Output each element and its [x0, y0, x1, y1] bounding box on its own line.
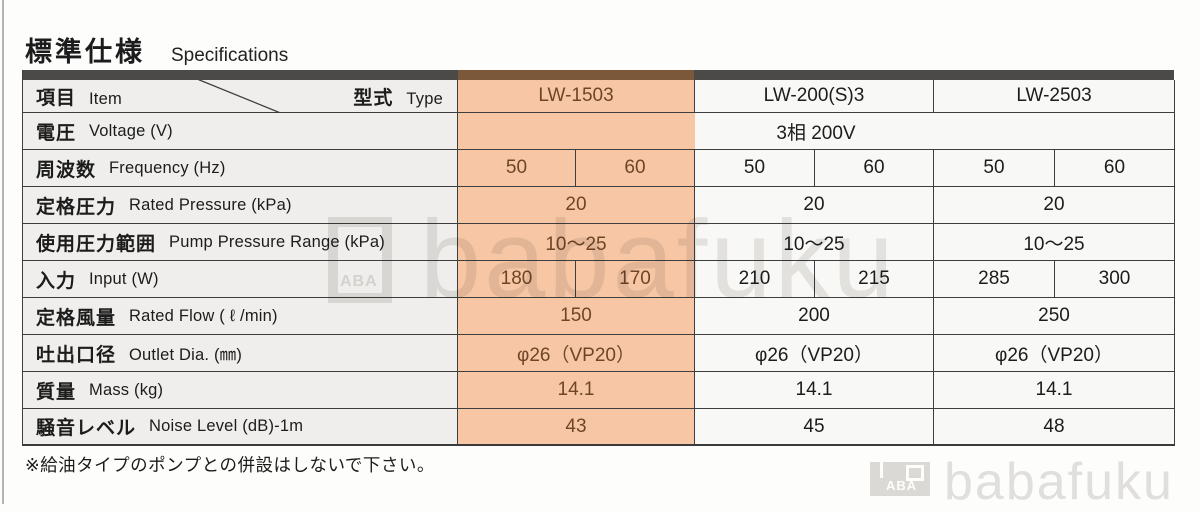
- page-title-en: Specifications: [171, 45, 289, 66]
- row-label-jp: 定格風量: [36, 307, 117, 329]
- value-cell: 215: [815, 261, 934, 298]
- top-bar-segment: [694, 70, 1174, 80]
- row-label-jp: 質量: [36, 381, 77, 403]
- row-label-en: Noise Level (dB)-1m: [149, 417, 304, 435]
- watermark-text: babafuku: [944, 453, 1174, 511]
- value-cell: 60: [1055, 150, 1175, 187]
- table-top-bar: [23, 70, 1174, 80]
- value-cell: 45: [695, 409, 934, 446]
- value-cell: φ26（VP20）: [695, 335, 934, 372]
- spec-table-body: 項目 Item 型式 Type LW-1503 LW-200(S)3 LW-25…: [23, 80, 1175, 446]
- row-label-en: Frequency (Hz): [109, 158, 226, 177]
- corner-item-label: 項目 Item: [36, 83, 122, 110]
- row-label-en: Mass (kg): [89, 380, 164, 399]
- value-cell: 50: [695, 150, 815, 187]
- value-cell: 250: [934, 298, 1175, 335]
- value-cell: 43: [458, 409, 695, 446]
- value-cell: 20: [934, 187, 1175, 224]
- row-label-en: Rated Flow ( ℓ /min): [129, 306, 278, 325]
- row-label-rated-pressure: 定格圧力 Rated Pressure (kPa): [23, 187, 458, 224]
- value-cell: φ26（VP20）: [458, 335, 695, 372]
- top-bar-segment: [23, 70, 458, 80]
- model-header-lw-200s3: LW-200(S)3: [695, 80, 934, 113]
- top-bar-segment-highlight: [457, 70, 695, 80]
- value-cell: 10〜25: [934, 224, 1175, 261]
- logo-text: ABA: [886, 478, 918, 493]
- value-cell: 10〜25: [458, 224, 695, 261]
- corner-item-en: Item: [89, 89, 122, 108]
- value-cell-voltage: 3相 200V: [458, 113, 1175, 150]
- scan-page-edge: [2, 0, 4, 504]
- model-header-lw-2503: LW-2503: [934, 80, 1175, 113]
- value-cell: 14.1: [458, 372, 695, 409]
- row-label-jp: 吐出口径: [36, 344, 117, 366]
- value-cell: 20: [695, 187, 934, 224]
- corner-type-en: Type: [406, 89, 443, 108]
- row-label-rated-flow: 定格風量 Rated Flow ( ℓ /min): [23, 298, 458, 335]
- watermark-bottom-right: ABA babafuku: [870, 446, 1174, 512]
- value-cell: 180: [458, 261, 576, 298]
- row-label-input: 入力 Input (W): [23, 261, 458, 298]
- value-cell: 14.1: [695, 372, 934, 409]
- corner-cell: 項目 Item 型式 Type: [23, 80, 458, 113]
- value-cell: 300: [1055, 261, 1175, 298]
- babafuku-logo-icon: ABA: [870, 462, 930, 496]
- row-label-en: Rated Pressure (kPa): [129, 195, 292, 214]
- row-label-jp: 電圧: [36, 122, 77, 144]
- value-cell: 60: [815, 150, 934, 187]
- value-cell: 50: [458, 150, 576, 187]
- value-cell: 20: [458, 187, 695, 224]
- value-cell: 285: [934, 261, 1055, 298]
- row-label-mass: 質量 Mass (kg): [23, 372, 458, 409]
- page-title-jp: 標準仕様: [25, 37, 145, 67]
- footnote: ※給油タイプのポンプとの併設はしないで下さい。: [25, 455, 435, 475]
- row-label-pressure-range: 使用圧力範囲 Pump Pressure Range (kPa): [23, 224, 458, 261]
- row-label-frequency: 周波数 Frequency (Hz): [23, 150, 458, 187]
- row-label-jp: 入力: [36, 270, 77, 292]
- row-label-en: Pump Pressure Range (kPa): [169, 232, 385, 251]
- model-header-lw-1503: LW-1503: [458, 80, 695, 113]
- spec-table: 項目 Item 型式 Type LW-1503 LW-200(S)3 LW-25…: [22, 70, 1175, 446]
- value-cell: 200: [695, 298, 934, 335]
- value-cell: 170: [576, 261, 695, 298]
- value-cell: 14.1: [934, 372, 1175, 409]
- value-cell: 10〜25: [695, 224, 934, 261]
- row-label-outlet-dia: 吐出口径 Outlet Dia. (㎜): [23, 335, 458, 372]
- value-cell: 210: [695, 261, 815, 298]
- value-cell: φ26（VP20）: [934, 335, 1175, 372]
- row-label-jp: 使用圧力範囲: [36, 233, 157, 255]
- row-label-jp: 周波数: [36, 159, 97, 181]
- row-label-jp: 定格圧力: [36, 196, 117, 218]
- row-label-en: Outlet Dia. (㎜): [129, 346, 243, 364]
- row-label-voltage: 電圧 Voltage (V): [23, 113, 458, 150]
- value-cell: 150: [458, 298, 695, 335]
- row-label-noise-level: 騒音レベル Noise Level (dB)-1m: [23, 409, 458, 446]
- header-diagonal-line: [197, 80, 280, 112]
- row-label-en: Voltage (V): [89, 121, 173, 140]
- row-label-jp: 騒音レベル: [36, 418, 137, 439]
- page-title: 標準仕様 Specifications: [25, 30, 288, 69]
- value-cell: 48: [934, 409, 1175, 446]
- corner-type-jp: 型式: [353, 87, 394, 109]
- corner-type-label: 型式 Type: [353, 83, 443, 110]
- value-cell: 60: [576, 150, 695, 187]
- value-cell: 50: [934, 150, 1055, 187]
- row-label-en: Input (W): [89, 269, 159, 288]
- corner-item-jp: 項目: [36, 87, 77, 109]
